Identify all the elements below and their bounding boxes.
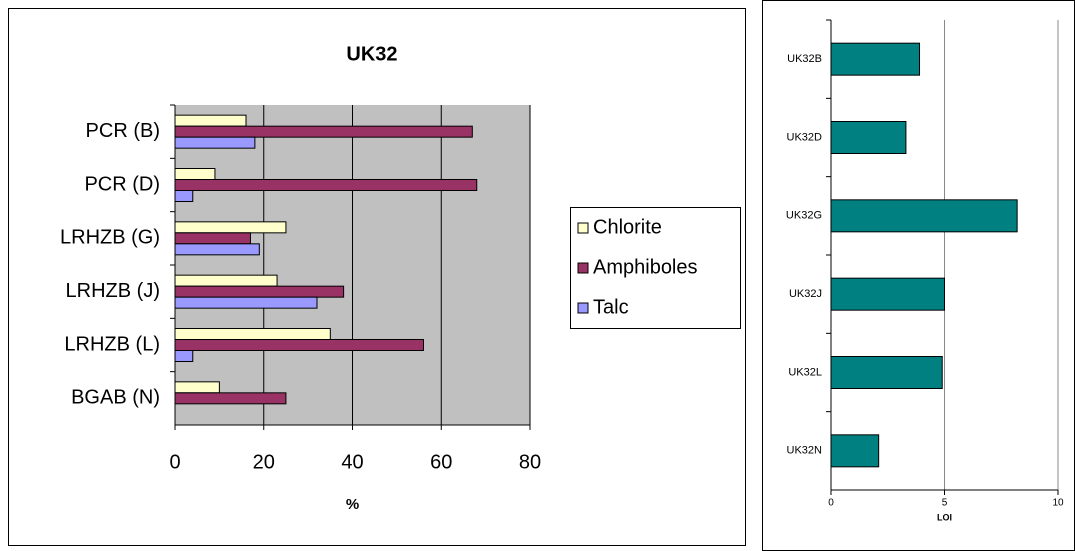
bar xyxy=(174,274,278,287)
x-tick-label: 0 xyxy=(828,498,834,509)
bar xyxy=(830,42,921,76)
bar xyxy=(174,114,247,127)
bar xyxy=(830,121,907,154)
y-tick-label: UK32B xyxy=(787,53,822,65)
y-tick-label: LRHZB (L) xyxy=(64,333,160,355)
bar xyxy=(174,296,318,309)
bar xyxy=(174,339,424,351)
y-tick-label: UK32D xyxy=(787,131,823,143)
x-tick-label: 60 xyxy=(430,451,452,473)
bar xyxy=(174,243,260,256)
bar xyxy=(174,221,287,234)
bar xyxy=(174,350,194,362)
y-tick-label: UK32G xyxy=(786,210,822,222)
bar xyxy=(174,190,194,202)
bar xyxy=(830,434,880,468)
x-tick-label: 10 xyxy=(1052,498,1064,509)
legend-swatch xyxy=(577,262,589,274)
legend-label: Chlorite xyxy=(593,216,662,238)
y-tick-label: BGAB (N) xyxy=(71,387,160,409)
y-tick-label: UK32J xyxy=(789,288,822,300)
bar xyxy=(174,125,473,138)
legend-box xyxy=(570,207,741,329)
y-tick-label: UK32L xyxy=(788,366,822,378)
legend-label: Talc xyxy=(593,296,629,318)
x-tick-label: 5 xyxy=(942,498,948,509)
y-tick-label: LRHZB (G) xyxy=(60,227,160,249)
bar xyxy=(174,179,478,191)
bar xyxy=(174,392,287,405)
bar xyxy=(830,356,943,389)
bar xyxy=(174,285,345,298)
y-tick-label: PCR (B) xyxy=(86,120,160,142)
bar xyxy=(830,277,945,311)
x-tick-label: 40 xyxy=(341,451,363,473)
bar xyxy=(830,199,1018,233)
bar xyxy=(174,136,256,149)
chart-title: UK32 xyxy=(346,43,397,65)
bar xyxy=(174,232,251,245)
x-tick-label: 80 xyxy=(519,451,541,473)
y-tick-label: PCR (D) xyxy=(84,173,160,195)
legend-swatch xyxy=(577,222,589,234)
bar xyxy=(174,168,216,180)
bar xyxy=(174,328,331,340)
x-tick-label: 20 xyxy=(253,451,275,473)
x-axis-label: % xyxy=(346,496,359,513)
legend-label: Amphiboles xyxy=(593,256,698,278)
x-tick-label: 0 xyxy=(169,451,180,473)
bar xyxy=(174,381,220,394)
y-tick-label: UK32N xyxy=(787,445,823,457)
y-tick-label: LRHZB (J) xyxy=(66,280,160,302)
x-axis-label: LOI xyxy=(937,512,952,522)
legend-swatch xyxy=(577,302,589,314)
